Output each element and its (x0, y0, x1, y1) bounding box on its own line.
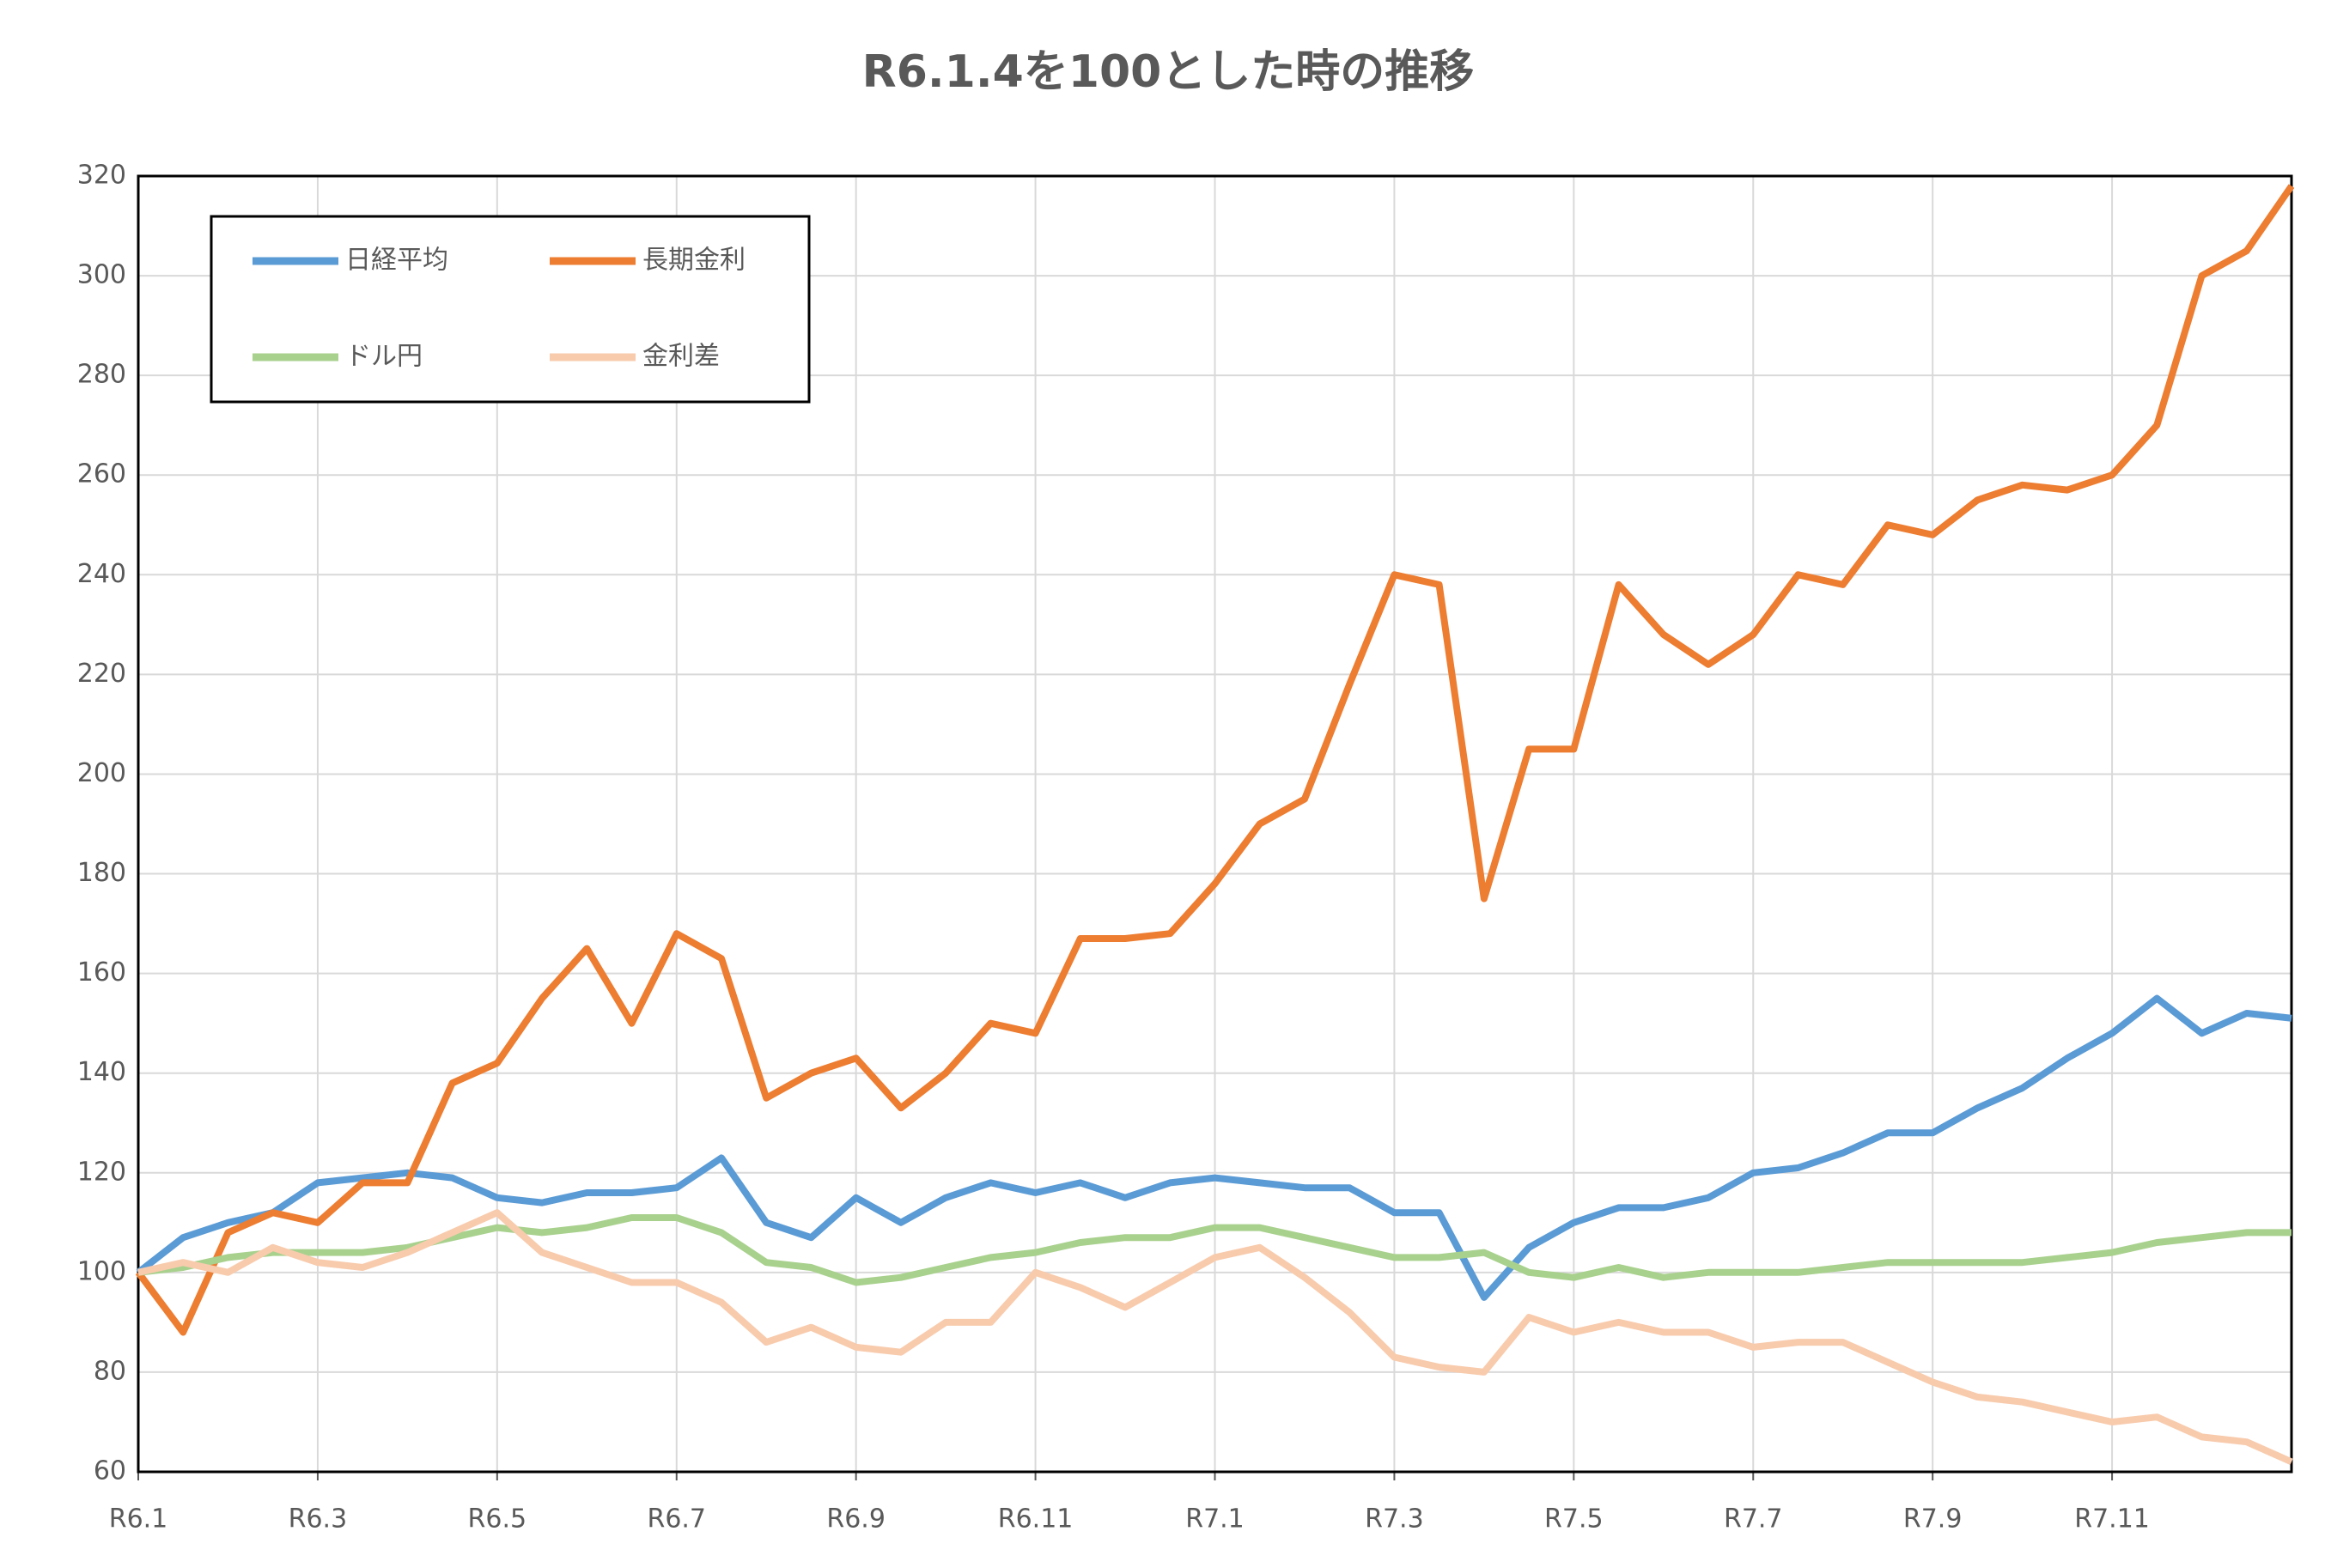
series-line (137, 1214, 2292, 1286)
y-tick-label: 220 (77, 659, 126, 689)
y-tick-label: 180 (77, 858, 126, 888)
y-tick-label: 140 (77, 1057, 126, 1087)
x-tick-label: R6.11 (998, 1504, 1074, 1535)
legend-label: ドル円 (345, 342, 423, 372)
x-tick-label: R6.5 (468, 1504, 527, 1535)
chart-title: R6.1.4を100とした時の推移 (862, 46, 1475, 98)
legend-label: 日経平均 (345, 246, 448, 276)
x-tick-label: R7.5 (1544, 1504, 1604, 1535)
legend-label: 金利差 (642, 342, 720, 372)
series-line (135, 184, 2295, 1336)
x-tick-label: R6.9 (826, 1504, 886, 1535)
x-tick-label: R7.3 (1365, 1504, 1424, 1535)
plot-border (137, 174, 2293, 1474)
x-tick-label: R7.11 (2074, 1504, 2150, 1535)
x-tick-label: R6.1 (109, 1504, 168, 1535)
y-tick-label: 280 (77, 360, 126, 390)
x-tick-label: R7.9 (1903, 1504, 1963, 1535)
y-tick-label: 300 (77, 260, 126, 290)
y-tick-label: 60 (94, 1456, 126, 1486)
y-tick-label: 160 (77, 957, 126, 988)
x-tick-label: R6.3 (289, 1504, 348, 1535)
x-tick-label: R6.7 (647, 1504, 706, 1535)
x-tick-label: R7.1 (1185, 1504, 1245, 1535)
x-tick-label: R7.7 (1724, 1504, 1783, 1535)
series-line (136, 994, 2292, 1301)
series-line (137, 1209, 2293, 1466)
legend-box (210, 215, 811, 404)
y-tick-label: 260 (77, 459, 126, 489)
legend-label: 長期金利 (642, 246, 746, 276)
y-tick-label: 240 (77, 559, 126, 589)
y-tick-label: 80 (94, 1356, 126, 1386)
y-tick-label: 200 (77, 758, 126, 788)
y-tick-label: 100 (77, 1256, 126, 1286)
y-tick-label: 320 (77, 161, 126, 191)
y-tick-label: 120 (77, 1157, 126, 1187)
